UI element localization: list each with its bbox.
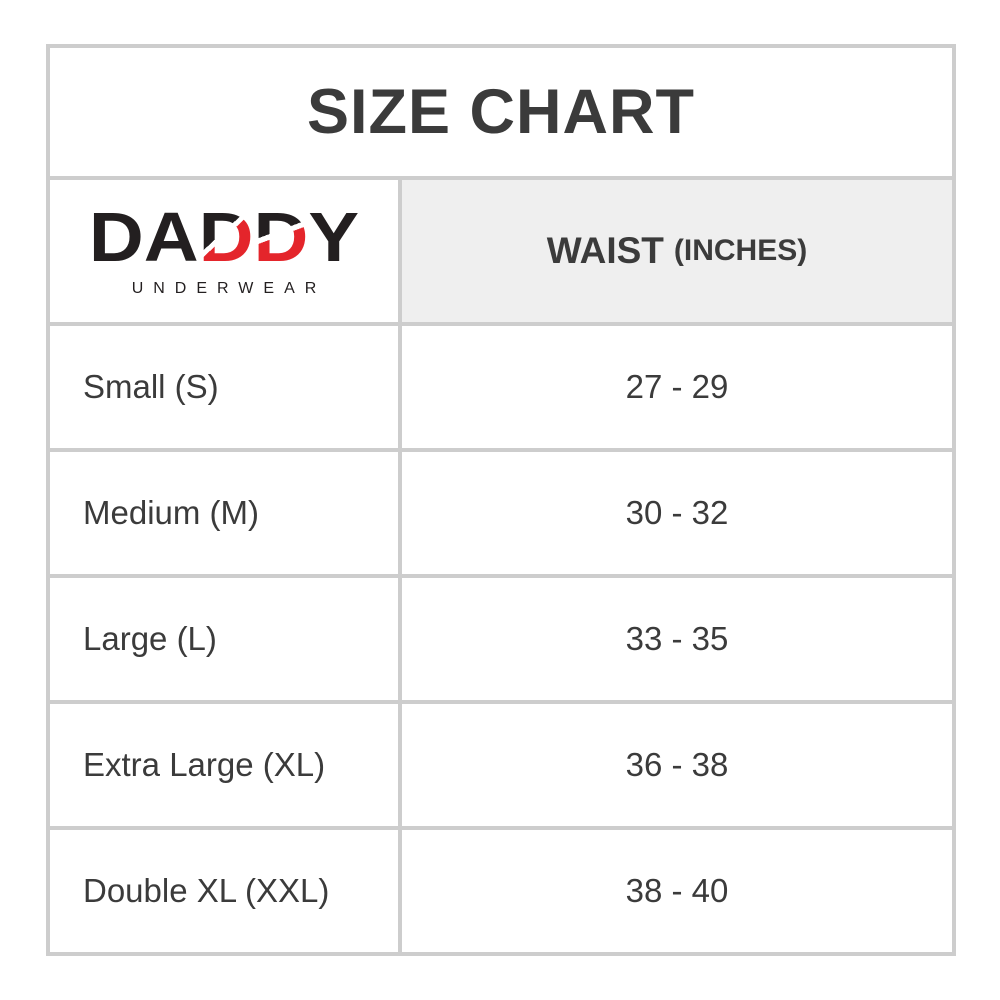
waist-value: 30 - 32 bbox=[402, 452, 952, 574]
waist-header-unit: (INCHES) bbox=[673, 234, 808, 267]
brand-letter: Y bbox=[308, 198, 360, 277]
waist-value: 36 - 38 bbox=[402, 704, 952, 826]
waist-value: 38 - 40 bbox=[402, 830, 952, 952]
size-chart-table: SIZE CHART DADDY UNDERWEAR WAIST (INCHES… bbox=[46, 44, 956, 956]
size-label: Extra Large (XL) bbox=[50, 704, 398, 826]
size-label: Medium (M) bbox=[50, 452, 398, 574]
size-label: Large (L) bbox=[50, 578, 398, 700]
waist-value: 33 - 35 bbox=[402, 578, 952, 700]
brand-letter: D bbox=[88, 198, 144, 277]
size-label: Double XL (XXL) bbox=[50, 830, 398, 952]
brand-logo: DADDY UNDERWEAR bbox=[50, 180, 398, 322]
size-label: Small (S) bbox=[50, 326, 398, 448]
brand-letter-red-split: D bbox=[198, 198, 254, 277]
brand-letter-red-split: D bbox=[253, 198, 309, 277]
column-header-waist: WAIST (INCHES) bbox=[402, 180, 952, 322]
brand-wordmark: DADDY bbox=[88, 198, 360, 277]
waist-header-label: WAIST bbox=[546, 230, 664, 271]
chart-title: SIZE CHART bbox=[307, 77, 695, 147]
waist-value: 27 - 29 bbox=[402, 326, 952, 448]
title-row: SIZE CHART bbox=[50, 48, 952, 176]
brand-subtext: UNDERWEAR bbox=[131, 279, 327, 297]
brand-letter: A bbox=[143, 198, 199, 277]
